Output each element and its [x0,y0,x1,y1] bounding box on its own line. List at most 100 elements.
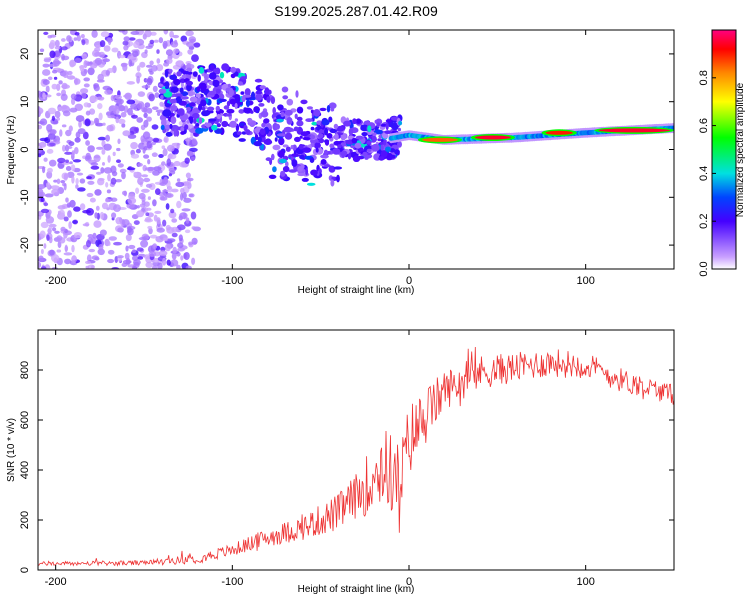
heatmap-blob [278,137,285,146]
heatmap-blob [305,167,309,176]
heatmap-speckle [61,82,68,90]
heatmap-blob [285,146,291,152]
heatmap-blob [189,128,197,134]
heatmap-speckle [105,134,110,142]
heatmap-blob [272,166,277,173]
heatmap-blob [315,147,319,153]
heatmap-speckle [190,156,195,161]
heatmap-speckle [116,255,124,259]
heatmap-blob [160,77,164,83]
heatmap-speckle [92,49,100,58]
heatmap-blob [296,106,304,114]
heatmap-blob [234,102,238,110]
heatmap-speckle [184,157,190,164]
heatmap-speckle [54,110,61,118]
heatmap-speckle [188,241,193,246]
heatmap-blob [302,136,311,141]
heatmap-speckle [171,232,178,238]
heatmap-speckle [82,209,91,214]
heatmap-speckle [76,34,82,42]
heatmap-speckle [130,153,140,159]
heatmap-blob [234,118,239,122]
heatmap-speckle [156,217,161,225]
heatmap-speckle [162,148,168,157]
heatmap-blob [328,165,336,173]
heatmap-speckle [137,91,146,97]
heatmap-speckle [146,207,152,211]
heatmap-blob [284,132,293,140]
heatmap-speckle [102,162,105,166]
snr-ylabel: SNR (10 * v/v) [6,418,17,482]
heatmap-speckle [43,202,49,207]
heatmap-speckle [168,168,176,172]
heatmap-blob [264,87,270,95]
heatmap-speckle [78,120,82,128]
heatmap-speckle [152,199,157,207]
heatmap-blob [311,121,318,126]
heatmap-speckle [56,178,61,185]
heatmap-speckle [56,117,60,121]
heatmap-blob [229,120,238,128]
heatmap-blob [277,104,284,111]
heatmap-blob [200,99,207,107]
heatmap-speckle [77,187,86,192]
heatmap-speckle [164,243,171,252]
heatmap-blob [332,148,341,155]
heatmap-speckle [170,259,179,267]
heatmap-speckle [144,30,152,38]
heatmap-speckle [122,40,129,46]
heatmap-speckle [96,96,105,101]
heatmap-blob [207,106,215,112]
heatmap-blob [295,90,299,98]
heatmap-blob [180,126,185,132]
heatmap-speckle [38,141,47,148]
heatmap-speckle [80,34,85,39]
heatmap-blob [257,136,262,143]
heatmap-blob [356,155,365,160]
x-tick-label: 0 [406,275,412,287]
heatmap-blob [192,71,198,77]
heatmap-blob [364,156,369,160]
heatmap-speckle [163,136,169,143]
heatmap-speckle [121,171,126,180]
heatmap-speckle [47,133,56,140]
heatmap-speckle [61,104,68,110]
heatmap-blob [380,144,384,151]
heatmap-blob [280,170,286,177]
heatmap-blob [278,158,287,164]
heatmap-blob [352,118,357,125]
heatmap-speckle [44,193,54,198]
heatmap-speckle [154,210,162,214]
heatmap-blob [219,71,225,79]
heatmap-blob [160,124,165,131]
heatmap-speckle [81,39,86,46]
heatmap-speckle [131,265,137,269]
y-tick-label: 400 [19,461,31,479]
heatmap-speckle [126,81,135,85]
heatmap-speckle [123,36,130,42]
heatmap-blob [319,107,327,112]
heatmap-speckle [43,157,48,162]
heatmap-speckle [144,216,152,222]
heatmap-speckle [62,144,66,152]
heatmap-speckle [168,173,172,177]
heatmap-speckle [190,211,197,220]
heatmap-speckle [155,64,164,72]
heatmap-speckle [152,243,158,250]
heatmap-speckle [79,65,85,72]
heatmap-blob [250,110,254,114]
heatmap-speckle [85,110,91,116]
heatmap-speckle [145,167,154,171]
heatmap-blob [195,127,204,134]
heatmap-speckle [98,51,105,58]
heatmap-blob [333,166,343,170]
heatmap-blob [318,138,325,144]
heatmap-blob [343,120,352,127]
heatmap-speckle [107,173,111,182]
heatmap-speckle [155,188,161,196]
heatmap-speckle [139,61,146,68]
heatmap-speckle [49,142,56,147]
heatmap-speckle [136,205,140,209]
heatmap-blob [294,136,301,142]
heatmap-speckle [95,205,100,211]
